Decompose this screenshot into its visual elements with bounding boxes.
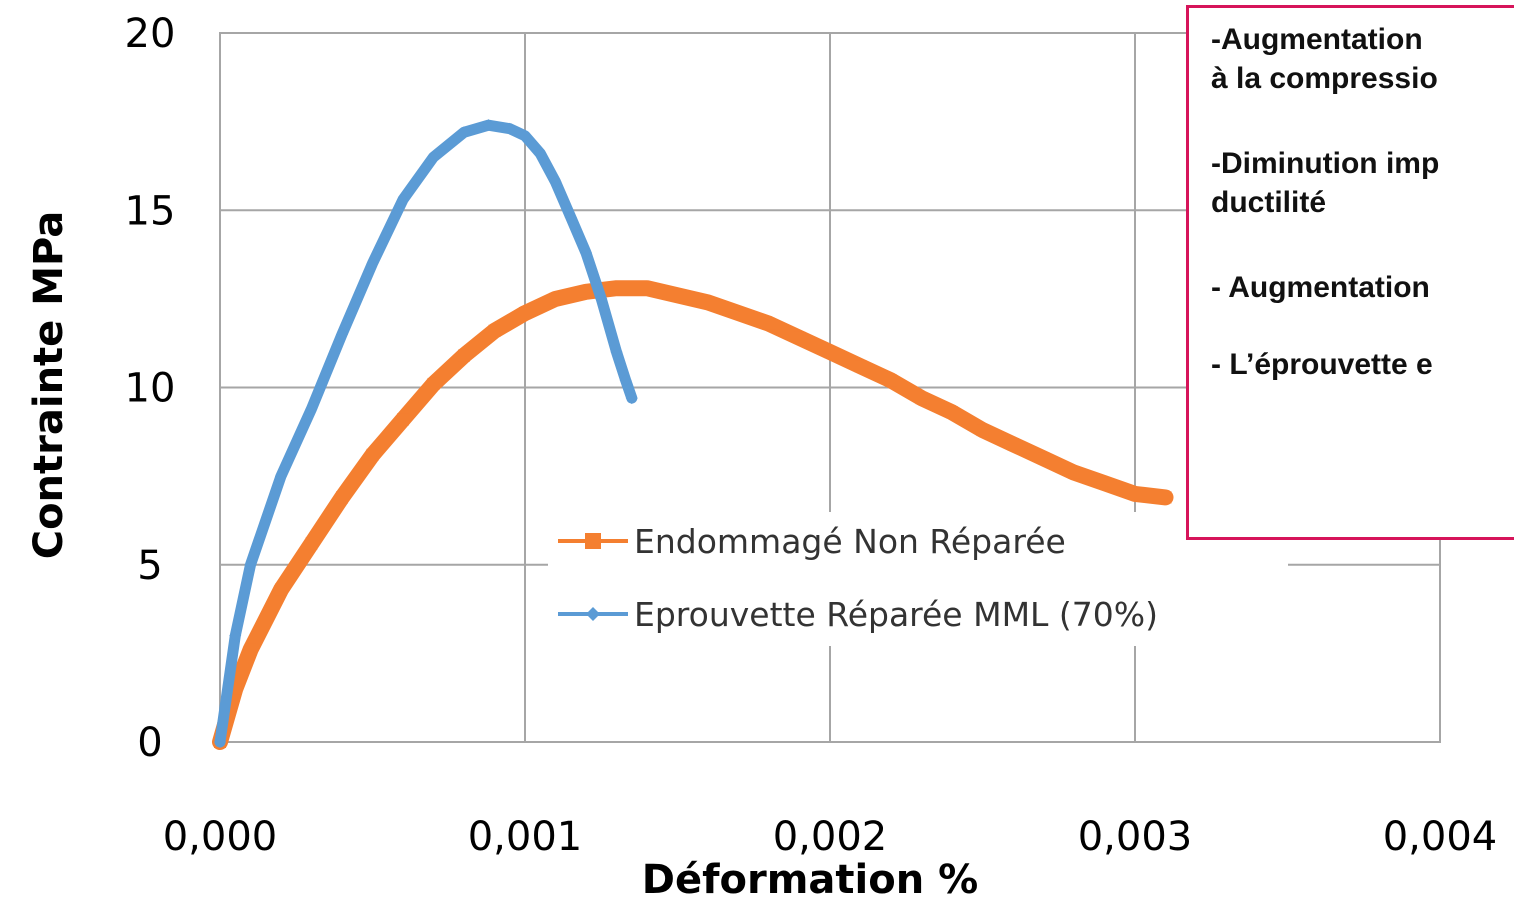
data-point [946,406,958,419]
data-point [482,119,495,132]
y-tick-label: 10 [125,366,176,412]
y-tick-label: 5 [137,543,162,589]
data-point [549,292,562,305]
data-point [610,346,623,359]
data-point [366,448,379,461]
data-point [619,374,632,387]
y-tick-label: 20 [125,11,176,57]
annotation-line-5: - Augmentation [1211,271,1430,304]
data-point [244,643,257,656]
data-point [610,282,623,295]
series-layer [212,119,1174,750]
data-point [458,349,470,362]
x-axis-ticks: 0,000 0,001 0,002 0,003 0,004 [163,814,1498,860]
data-point [1098,477,1111,490]
x-tick-label: 0,004 [1383,814,1498,860]
y-tick-label: 0 [137,720,162,766]
data-point [397,193,409,206]
annotation-line-6: - L’éprouvette e [1211,348,1433,381]
annotation-line-3: -Diminution imp [1211,147,1440,180]
data-point [244,558,257,571]
legend-item-1: Endommagé Non Réparée [558,522,1066,561]
data-point [397,413,409,426]
data-point [1007,438,1019,451]
series-2 [214,119,638,748]
legend-label: Eprouvette Réparée MML (70%) [634,595,1158,634]
data-point [488,324,501,337]
data-point [503,122,516,135]
data-point [732,307,745,320]
data-point [580,246,592,259]
data-point [702,296,714,309]
legend-marker [586,607,600,621]
data-point [854,360,867,373]
legend: Endommagé Non Réparée Eprouvette Réparée … [548,512,1288,646]
data-point [1068,466,1080,479]
data-point [305,402,318,415]
data-point [336,328,348,341]
x-axis-title: Déformation % [642,857,978,903]
y-axis-title: Contrainte MPa [26,211,72,560]
data-point [275,470,287,483]
data-point [229,629,242,642]
data-point [915,392,928,405]
data-point [519,307,531,320]
data-point [671,289,684,302]
annotation-line-4: ductilité [1211,186,1327,219]
data-point [549,175,562,188]
data-point [564,211,577,224]
data-point [336,491,348,504]
data-point [427,377,440,390]
legend-background [548,512,1288,646]
y-tick-label: 15 [125,188,176,234]
data-point [534,147,547,160]
data-point [793,331,806,344]
data-point [763,317,775,330]
x-tick-label: 0,000 [163,814,278,860]
y-axis-ticks: 0 5 10 15 20 [125,11,176,766]
data-point [519,129,531,142]
x-tick-label: 0,001 [468,814,583,860]
x-tick-label: 0,002 [773,814,888,860]
data-point [976,424,989,437]
legend-marker [585,533,601,549]
data-point [275,583,287,596]
data-point [1129,487,1141,500]
data-point [641,282,653,295]
legend-label: Endommagé Non Réparée [634,522,1066,561]
data-point [885,374,897,387]
data-point [595,292,608,305]
x-tick-label: 0,003 [1078,814,1193,860]
data-point [824,346,836,359]
data-point [1159,491,1172,504]
data-point [458,126,470,139]
legend-item-2: Eprouvette Réparée MML (70%) [558,595,1158,634]
data-point [580,285,592,298]
data-point [305,537,318,550]
annotation-box: -Augmentation à la compressio -Diminutio… [1186,5,1514,540]
data-point [427,151,440,164]
data-point [214,736,226,748]
annotation-line-1: -Augmentation [1211,23,1423,56]
data-point [625,392,638,405]
annotation-line-2: à la compressio [1211,62,1438,95]
data-point [1037,452,1050,465]
data-point [366,257,379,270]
